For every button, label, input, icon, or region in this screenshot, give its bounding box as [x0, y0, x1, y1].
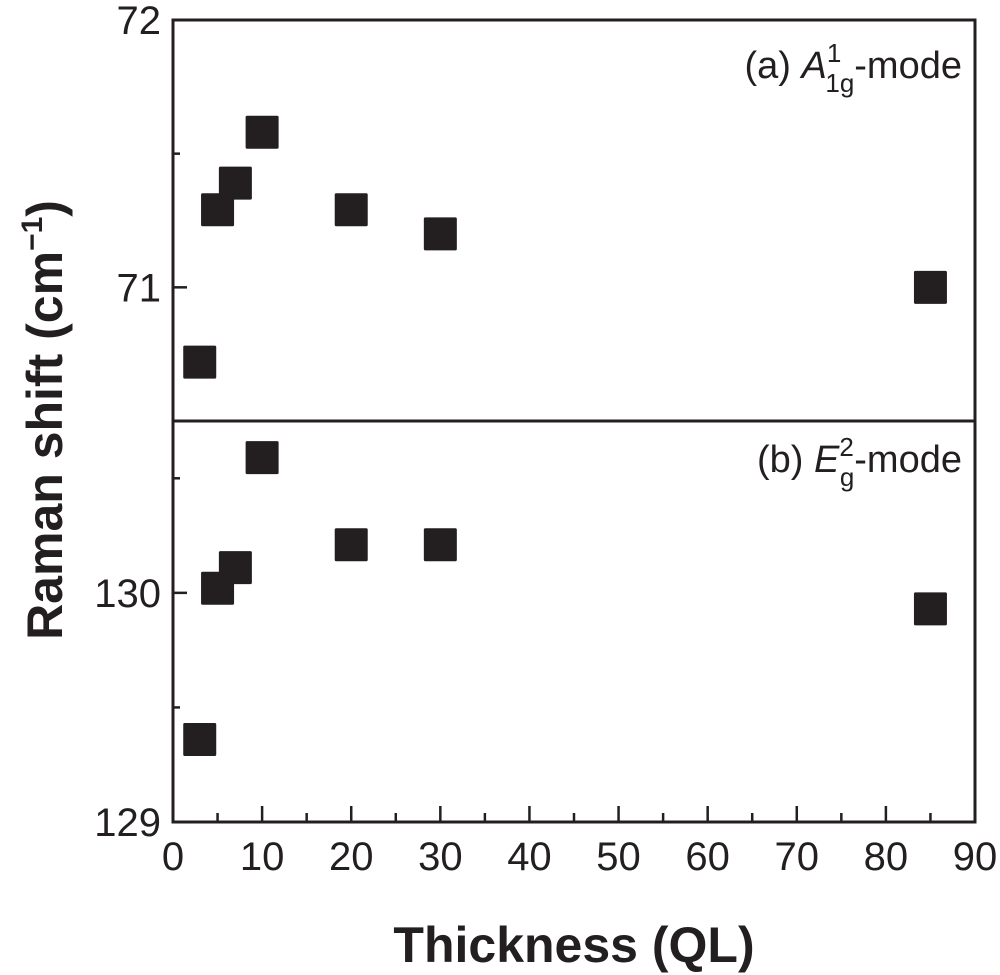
data-point-square	[913, 592, 947, 626]
data-point-square	[913, 270, 947, 304]
x-tick-label: 80	[864, 835, 909, 879]
x-tick-label: 0	[162, 835, 184, 879]
y-tick-label: 72	[117, 0, 162, 43]
x-tick-label: 90	[953, 835, 998, 879]
y-tick-label: 129	[94, 801, 161, 845]
plot-frame	[171, 18, 977, 824]
data-point-square	[245, 441, 279, 475]
y-tick-label: 71	[117, 266, 162, 310]
data-point-square	[423, 528, 457, 562]
x-tick-label: 60	[685, 835, 730, 879]
x-tick-label: 20	[329, 835, 374, 879]
axis-ticks: 0 10 20 30 40 50 60 70 80 90 71 72 129 130	[94, 0, 997, 879]
data-point-square	[183, 723, 217, 757]
data-point-square	[245, 115, 279, 149]
data-markers	[183, 115, 947, 757]
x-tick-label: 30	[418, 835, 463, 879]
x-tick-label: 70	[775, 835, 820, 879]
y-tick-label: 130	[94, 572, 161, 616]
data-point-square	[218, 551, 252, 585]
x-tick-label: 10	[240, 835, 285, 879]
data-point-square	[218, 166, 252, 200]
data-point-square	[423, 217, 457, 251]
panel-a-label: (a) A1 1g-mode	[744, 38, 962, 98]
data-point-square	[183, 345, 217, 379]
data-point-square	[334, 528, 368, 562]
x-tick-label: 50	[596, 835, 641, 879]
y-axis-label: Raman shift (cm−1)	[16, 200, 73, 640]
data-point-square	[201, 193, 235, 227]
x-tick-label: 40	[507, 835, 552, 879]
data-point-square	[334, 193, 368, 227]
x-axis-label: Thickness (QL)	[393, 917, 754, 973]
panel-b-label: (b) E2 g-mode	[757, 432, 962, 492]
